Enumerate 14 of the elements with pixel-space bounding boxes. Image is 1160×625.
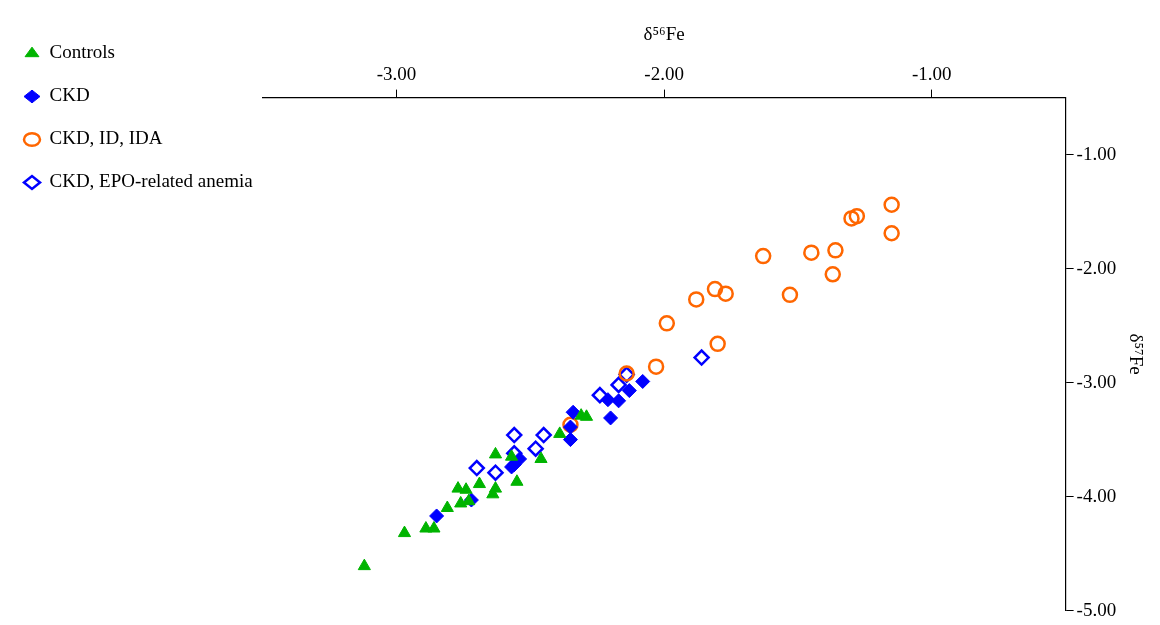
y-tick-label: -5.00: [1076, 598, 1117, 620]
y-axis-title: δ⁵⁷Fe: [1125, 333, 1147, 375]
legend-label: CKD: [49, 84, 90, 106]
legend-label: CKD, ID, IDA: [49, 127, 163, 149]
y-tick-label: -1.00: [1076, 142, 1117, 164]
x-tick-label: -1.00: [912, 63, 952, 85]
legend-label: Controls: [49, 41, 115, 63]
y-tick-label: -4.00: [1076, 484, 1117, 506]
y-tick-label: -3.00: [1076, 370, 1117, 392]
x-tick-label: -2.00: [644, 63, 684, 85]
legend-label: CKD, EPO-related anemia: [49, 170, 254, 192]
y-tick-label: -2.00: [1076, 256, 1117, 278]
x-axis-title: δ⁵⁶Fe: [643, 23, 685, 45]
x-tick-label: -3.00: [376, 63, 417, 85]
